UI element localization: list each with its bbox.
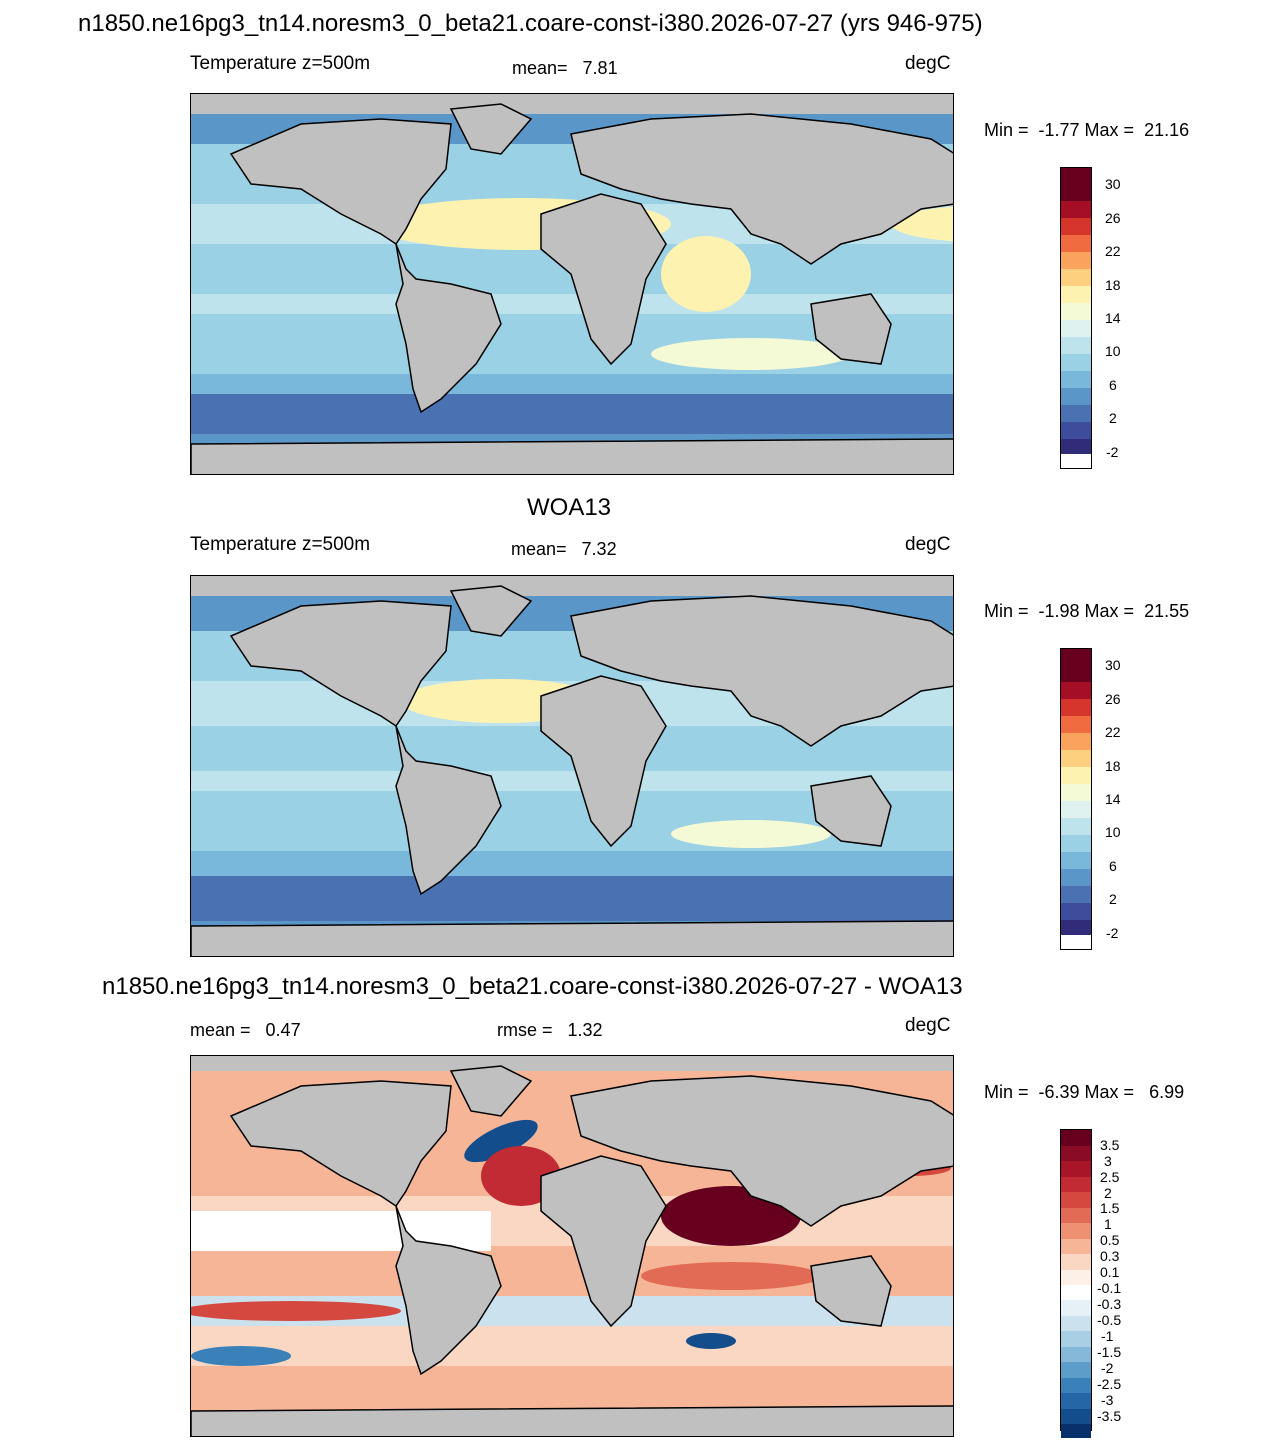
panel2-map-svg xyxy=(191,576,953,956)
panel1-cb-tick: 26 xyxy=(1105,210,1121,226)
panel3-cb-tick: -3.5 xyxy=(1097,1408,1122,1424)
panel3-cb-tick: -0.1 xyxy=(1097,1280,1122,1296)
panel3-cb-tick: 0.3 xyxy=(1100,1248,1120,1264)
panel3-minmax-label: Min = -6.39 Max = 6.99 xyxy=(984,1082,1185,1102)
panel2-cb-tick: 18 xyxy=(1105,758,1121,774)
panel2-land xyxy=(191,576,953,956)
panel1-cb-tick: 10 xyxy=(1105,343,1121,359)
panel3-cb-tick: -3 xyxy=(1101,1392,1114,1408)
panel1-variable-label: Temperature z=500m xyxy=(190,53,371,74)
panel3-units-label: degC xyxy=(905,1015,951,1036)
panel1-colorbar xyxy=(1060,167,1092,469)
panel3-cb-tick: 3.5 xyxy=(1100,1137,1120,1153)
panel2-cb-tick: 30 xyxy=(1105,657,1121,673)
panel3-land xyxy=(191,1056,953,1436)
panel1-minmax-label: Min = -1.77 Max = 21.16 xyxy=(984,120,1190,140)
panel1-cb-tick: 2 xyxy=(1109,410,1117,426)
panel3-cb-tick: -0.3 xyxy=(1097,1296,1122,1312)
panel1-cb-tick: -2 xyxy=(1106,444,1119,460)
panel3-cb-tick: -1 xyxy=(1101,1328,1114,1344)
panel2-units-label: degC xyxy=(905,534,951,555)
panel3-cb-tick: 3 xyxy=(1104,1153,1112,1169)
panel2-cb-tick: 10 xyxy=(1105,824,1121,840)
panel3-cb-tick: 2.5 xyxy=(1100,1169,1120,1185)
panel2-cb-tick: -2 xyxy=(1106,925,1119,941)
panel2-colorbar xyxy=(1060,648,1092,950)
panel3-heading: n1850.ne16pg3_tn14.noresm3_0_beta21.coar… xyxy=(102,973,963,1000)
panel2-mean-label: mean= 7.32 xyxy=(511,539,617,559)
panel3-mean-label: mean = 0.47 xyxy=(190,1020,301,1040)
panel1-mean-label: mean= 7.81 xyxy=(512,58,618,78)
panel3-cb-tick: -2 xyxy=(1101,1360,1114,1376)
panel3-cb-tick: -2.5 xyxy=(1097,1376,1122,1392)
panel1-cb-tick: 18 xyxy=(1105,277,1121,293)
panel1-units-label: degC xyxy=(905,53,951,74)
panel1-cb-tick: 30 xyxy=(1105,176,1121,192)
figure-title: n1850.ne16pg3_tn14.noresm3_0_beta21.coar… xyxy=(78,10,983,37)
panel1-cb-tick: 14 xyxy=(1105,310,1121,326)
panel3-cb-tick: -1.5 xyxy=(1097,1344,1122,1360)
panel2-variable-label: Temperature z=500m xyxy=(190,534,371,555)
panel2-cb-tick: 22 xyxy=(1105,724,1121,740)
panel1-map-svg xyxy=(191,94,953,474)
panel1-cb-tick: 22 xyxy=(1105,243,1121,259)
panel2-cb-tick: 14 xyxy=(1105,791,1121,807)
panel2-cb-tick: 6 xyxy=(1109,858,1117,874)
panel2-heading: WOA13 xyxy=(527,494,612,521)
panel3-map xyxy=(190,1055,954,1437)
panel1-land xyxy=(191,94,953,474)
panel1-map xyxy=(190,93,954,475)
panel2-map xyxy=(190,575,954,957)
panel1-cb-tick: 6 xyxy=(1109,377,1117,393)
panel2-cb-tick: 26 xyxy=(1105,691,1121,707)
panel2-cb-tick: 2 xyxy=(1109,891,1117,907)
panel3-cb-tick: 0.5 xyxy=(1100,1232,1120,1248)
panel3-map-svg xyxy=(191,1056,953,1436)
panel3-cb-tick: 1.5 xyxy=(1100,1200,1120,1216)
panel3-colorbar xyxy=(1060,1129,1092,1438)
panel3-cb-tick: 0.1 xyxy=(1100,1264,1120,1280)
panel3-cb-tick: 2 xyxy=(1104,1185,1112,1201)
panel3-cb-tick: -0.5 xyxy=(1097,1312,1122,1328)
panel3-cb-tick: 1 xyxy=(1104,1216,1112,1232)
panel2-minmax-label: Min = -1.98 Max = 21.55 xyxy=(984,601,1190,621)
panel3-rmse-label: rmse = 1.32 xyxy=(497,1020,603,1040)
